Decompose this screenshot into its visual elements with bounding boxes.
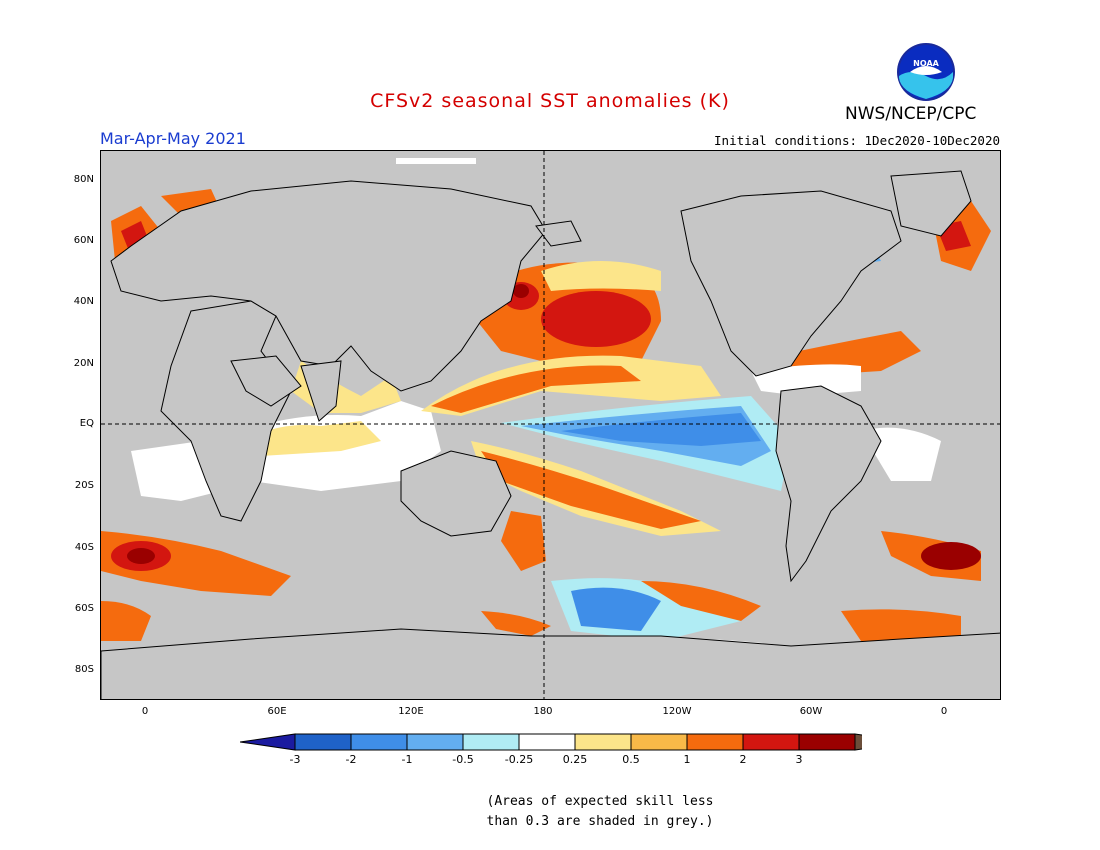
colorbar-label: -0.5	[452, 753, 474, 766]
colorbar-segment	[350, 733, 408, 751]
colorbar	[240, 733, 862, 751]
landmass-north-america	[680, 190, 902, 377]
lon-label: 180	[533, 706, 553, 717]
season-label: Mar-Apr-May 2021	[100, 129, 246, 148]
skill-note-line2: than 0.3 are shaded in grey.)	[486, 814, 714, 829]
landmass-greenland	[890, 170, 972, 237]
lat-label: 80N	[73, 174, 94, 185]
colorbar-segment	[462, 733, 520, 751]
colorbar-segment	[518, 733, 576, 751]
colorbar-segment	[294, 733, 352, 751]
lon-label: 120E	[398, 706, 424, 717]
lat-label: 60S	[74, 603, 94, 614]
lat-label: 20N	[73, 358, 94, 369]
skill-note: (Areas of expected skill less than 0.3 a…	[440, 792, 760, 832]
colorbar-segment	[574, 733, 632, 751]
landmass-india	[300, 360, 342, 422]
lat-label: EQ	[79, 418, 94, 429]
lon-label: 60W	[799, 706, 823, 717]
noaa-logo: NOAA	[897, 43, 955, 101]
colorbar-min-arrow	[240, 733, 296, 751]
colorbar-label: 3	[795, 753, 803, 766]
landmass-eurasia	[110, 180, 547, 392]
colorbar-segment	[630, 733, 688, 751]
lat-label: 80S	[74, 664, 94, 675]
landmass-south-america	[775, 385, 882, 583]
initial-conditions-label: Initial conditions: 1Dec2020-10Dec2020	[714, 133, 1000, 148]
colorbar-label: 0.5	[622, 753, 640, 766]
lat-label: 20S	[74, 480, 94, 491]
colorbar-max-arrow	[854, 733, 862, 751]
colorbar-label: -3	[289, 753, 301, 766]
lat-label: 40S	[74, 542, 94, 553]
landmass-arabia	[230, 355, 302, 407]
lon-label: 0	[940, 706, 948, 717]
landmass-antarctica	[101, 628, 1000, 699]
colorbar-segment	[742, 733, 800, 751]
colorbar-segment	[406, 733, 464, 751]
colorbar-segments	[240, 733, 862, 751]
colorbar-label: -2	[345, 753, 357, 766]
colorbar-label: 2	[739, 753, 747, 766]
map-canvas	[101, 151, 1000, 699]
agency-label: NWS/NCEP/CPC	[845, 104, 977, 124]
colorbar-label: -1	[401, 753, 413, 766]
colorbar-label: 0.25	[562, 753, 588, 766]
noaa-logo-text: NOAA	[913, 59, 939, 68]
colorbar-segment	[686, 733, 744, 751]
sst-anomaly-map	[100, 150, 1001, 700]
map-title: CFSv2 seasonal SST anomalies (K)	[370, 90, 730, 112]
landmass-africa	[160, 300, 292, 522]
land-masses	[101, 170, 1000, 699]
lat-label: 40N	[73, 296, 94, 307]
colorbar-segment	[798, 733, 856, 751]
colorbar-label: 1	[683, 753, 691, 766]
lon-label: 60E	[267, 706, 287, 717]
lon-label: 120W	[662, 706, 692, 717]
landmass-chukotka	[535, 220, 582, 247]
skill-note-line1: (Areas of expected skill less	[486, 794, 714, 809]
colorbar-label: -0.25	[504, 753, 534, 766]
lon-label: 0	[141, 706, 149, 717]
landmass-australia	[400, 450, 512, 537]
lat-label: 60N	[73, 235, 94, 246]
